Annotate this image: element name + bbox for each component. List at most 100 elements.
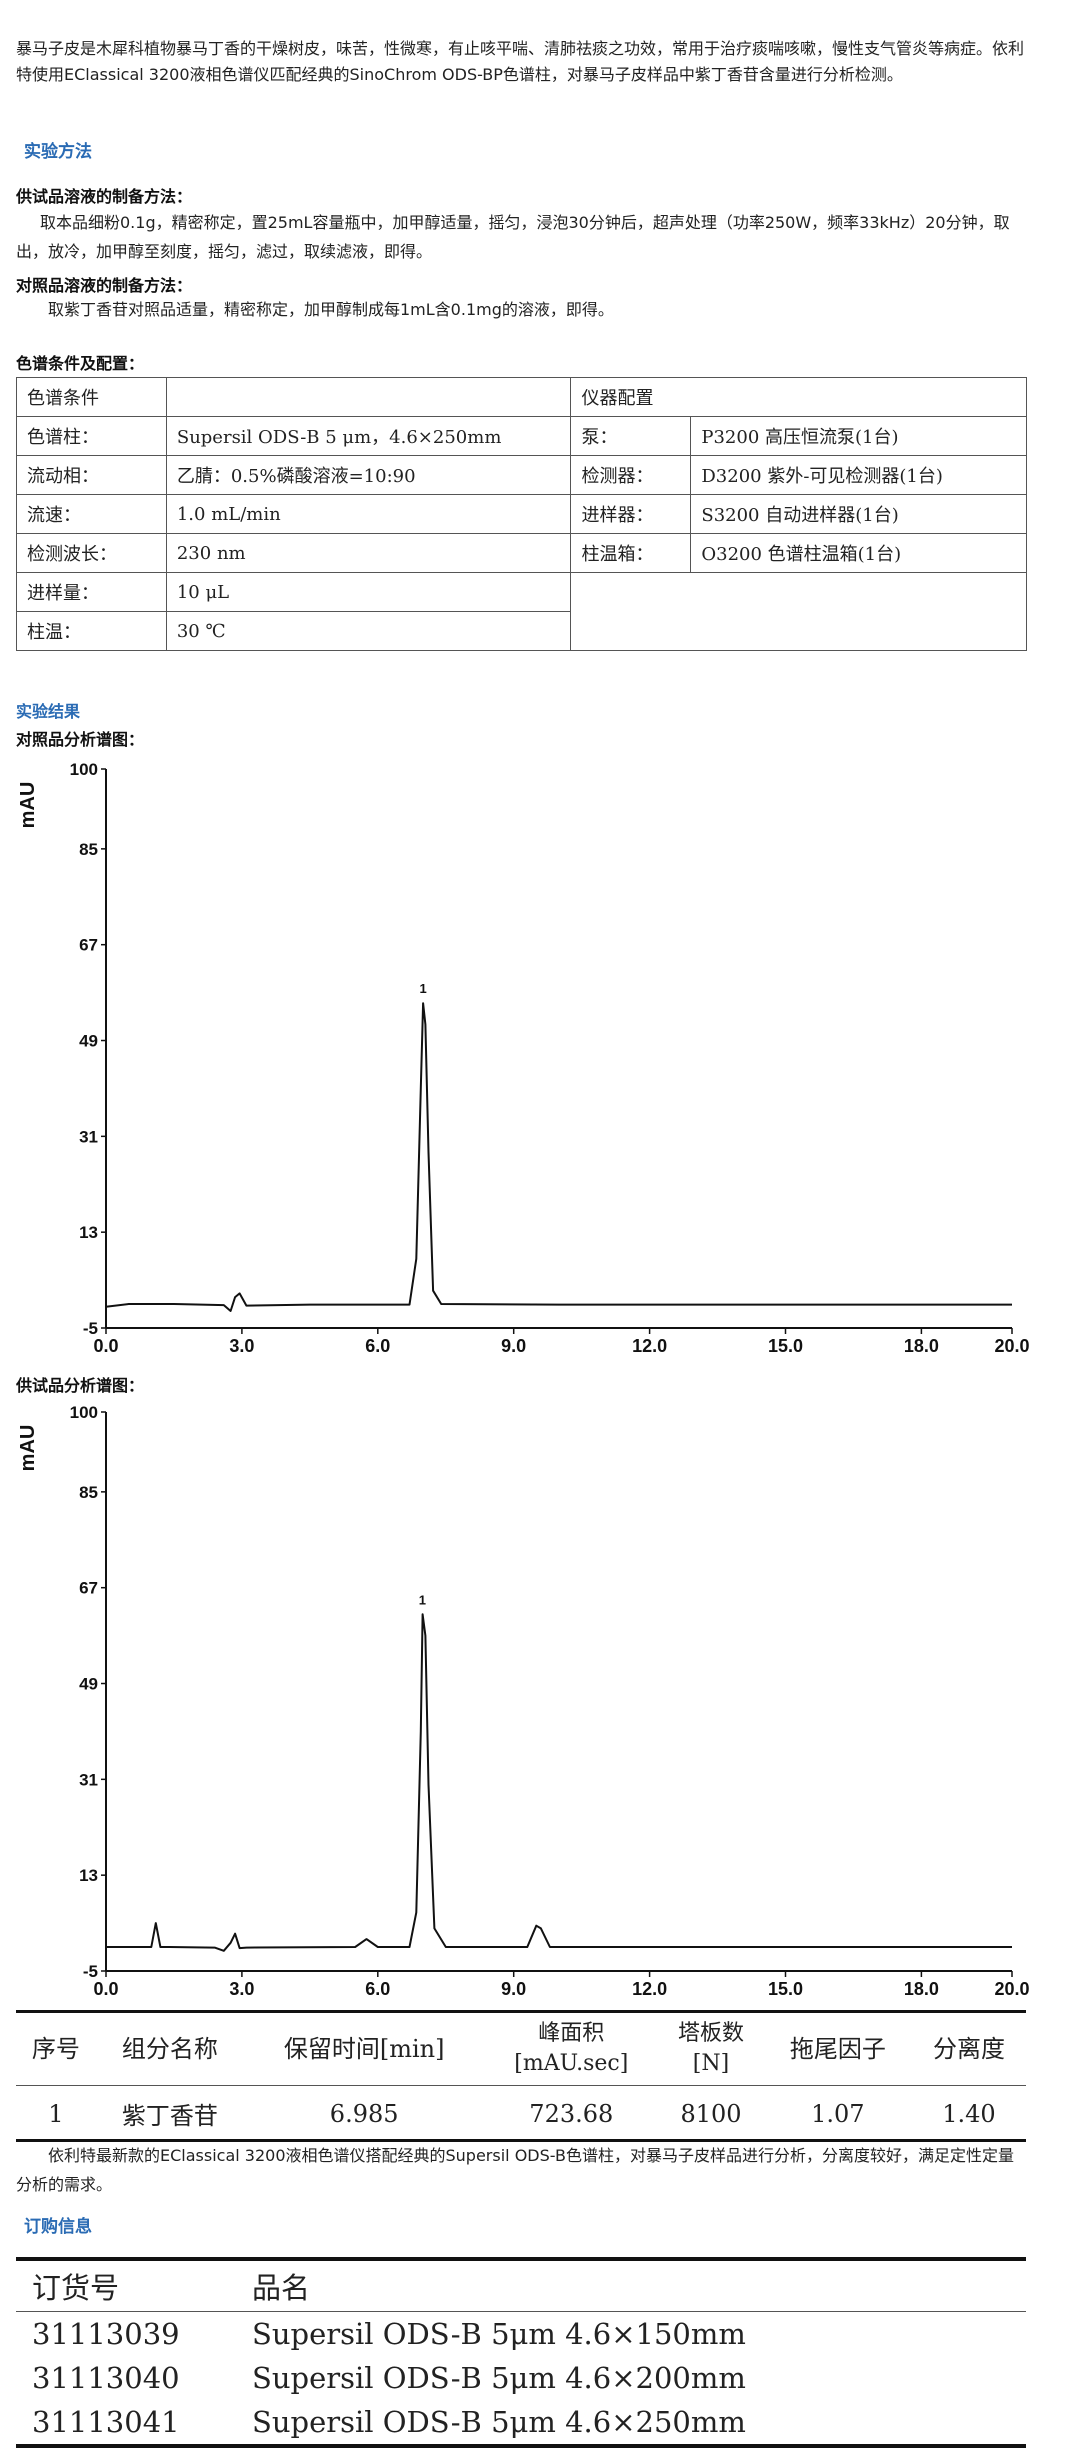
y-tick-label: 49	[79, 1675, 98, 1694]
cell	[570, 572, 1027, 651]
result-header-row: 序号 组分名称 保留时间[min] 峰面积 [mAU.sec] 塔板数 [N] 拖尾…	[16, 2010, 1026, 2086]
header-cell-line: 峰面积	[538, 2021, 605, 2046]
cell: 1.07	[763, 2085, 912, 2142]
y-tick-label: 13	[79, 1866, 98, 1885]
table-row: 柱温： 30 ℃	[16, 611, 1027, 651]
header-cell: 分离度	[911, 2010, 1026, 2086]
header-cell: 订货号	[16, 2257, 236, 2312]
ref-chart-label: 对照品分析谱图：	[16, 730, 145, 749]
axes: 100 85 67 49 31 13 -50.0 3.0 6.0 9.0 12.0 15.0 18.0 2…	[17, 760, 1030, 1356]
cell: Supersil ODS-B 5μm 4.6×200mm	[252, 2361, 746, 2395]
cell: 1.0 mL/min	[165, 494, 572, 534]
x-tick-label: 18.0	[904, 1336, 939, 1356]
cell: 流动相：	[16, 455, 167, 495]
header-cell-line: [mAU.sec]	[514, 2051, 629, 2076]
x-tick-label: 18.0	[904, 1979, 939, 1999]
table-row: 流动相： 乙腈：0.5%磷酸溶液=10:90 检测器： D3200 紫外-可见检…	[16, 455, 1027, 495]
ref-prep-label: 对照品溶液的制备方法：	[16, 276, 193, 295]
section-title-results: 实验结果	[16, 702, 81, 721]
conditions-header-row: 色谱条件 仪器配置	[16, 377, 1027, 417]
cell: 31113040	[32, 2361, 180, 2395]
cell: 30 ℃	[165, 611, 572, 651]
y-tick-label: 85	[79, 1483, 98, 1502]
table-row: 31113040 Supersil ODS-B 5μm 4.6×200mm	[16, 2356, 1026, 2400]
table-row: 检测波长： 230 nm 柱温箱： O3200 色谱柱温箱(1台)	[16, 533, 1027, 573]
x-tick-label: 20.0	[994, 1979, 1029, 1999]
cell: 仪器配置	[570, 377, 1027, 417]
header-cell-line: [N]	[692, 2051, 730, 2076]
y-tick-label: 13	[79, 1223, 98, 1242]
x-tick-label: 9.0	[501, 1979, 526, 1999]
x-tick-label: 15.0	[768, 1979, 803, 1999]
order-header-row: 订货号 品名	[16, 2257, 1026, 2312]
x-tick-label: 0.0	[93, 1979, 118, 1999]
cell: 色谱条件	[16, 377, 167, 417]
cell: 色谱柱：	[16, 416, 167, 456]
reference-chromatogram: 100 85 67 49 31 13 -50.0 3.0 6.0 9.0 12.0 15.0 18.0 2…	[17, 760, 1030, 1356]
x-tick-label: 3.0	[229, 1979, 254, 1999]
table-row: 1 紫丁香苷 6.985 723.68 8100 1.07 1.40	[16, 2085, 1026, 2142]
cell: 柱温箱：	[570, 533, 692, 573]
x-tick-label: 12.0	[632, 1979, 667, 1999]
header-cell: 塔板数 [N]	[658, 2010, 764, 2086]
cell: 723.68	[484, 2085, 659, 2142]
cell: 检测波长：	[16, 533, 167, 573]
header-cell: 序号	[16, 2010, 96, 2086]
y-tick-label: -5	[83, 1962, 98, 1981]
y-tick-label: 100	[70, 1403, 98, 1422]
conclusion-text: 依利特最新款的EClassical 3200液相色谱仪搭配经典的Supersil…	[16, 2146, 1014, 2194]
header-cell-line: 塔板数	[677, 2021, 744, 2046]
sample-prep-label: 供试品溶液的制备方法：	[16, 187, 193, 206]
cell: 柱温：	[16, 611, 167, 651]
cell: S3200 自动进样器(1台)	[690, 494, 1027, 534]
x-tick-label: 15.0	[768, 1336, 803, 1356]
y-tick-label: -5	[83, 1319, 98, 1338]
header-cell: 品名	[236, 2257, 1026, 2312]
cell	[165, 377, 572, 417]
cell: Supersil ODS-B 5 μm，4.6×250mm	[165, 416, 572, 456]
cell: O3200 色谱柱温箱(1台)	[690, 533, 1027, 573]
cell: 230 nm	[165, 533, 572, 573]
cell: P3200 高压恒流泵(1台)	[690, 416, 1027, 456]
series-line	[105, 1002, 1012, 1312]
sample-chart-label: 供试品分析谱图：	[16, 1376, 145, 1395]
cell: 1	[16, 2085, 96, 2142]
cell: 10 μL	[165, 572, 572, 612]
cell: 流速：	[16, 494, 167, 534]
cell: 乙腈：0.5%磷酸溶液=10:90	[165, 455, 572, 495]
cell: 泵：	[570, 416, 692, 456]
series-line	[106, 1613, 1012, 1952]
header-cell: 组分名称	[95, 2010, 244, 2086]
x-tick-label: 9.0	[501, 1336, 526, 1356]
conditions-label: 色谱条件及配置：	[16, 354, 145, 373]
result-table: 序号 组分名称 保留时间[min] 峰面积 [mAU.sec] 塔板数 [N] 拖尾…	[16, 2010, 1026, 2142]
x-tick-label: 3.0	[229, 1336, 254, 1356]
table-row: 流速： 1.0 mL/min 进样器： S3200 自动进样器(1台)	[16, 494, 1027, 534]
cell: 8100	[658, 2085, 764, 2142]
table-row: 31113039 Supersil ODS-B 5μm 4.6×150mm	[16, 2312, 1026, 2357]
x-tick-label: 12.0	[632, 1336, 667, 1356]
y-tick-label: 49	[79, 1032, 98, 1051]
y-tick-label: 67	[79, 1579, 98, 1598]
header-cell: 保留时间[min]	[244, 2010, 485, 2086]
x-tick-label: 6.0	[365, 1979, 390, 1999]
table-row: 色谱柱： Supersil ODS-B 5 μm，4.6×250mm 泵： P3…	[16, 416, 1027, 456]
header-cell: 峰面积 [mAU.sec]	[484, 2010, 659, 2086]
y-tick-label: 85	[79, 840, 98, 859]
x-tick-label: 0.0	[93, 1336, 118, 1356]
section-title-method: 实验方法	[24, 142, 92, 162]
cell: 进样器：	[570, 494, 692, 534]
cell: Supersil ODS-B 5μm 4.6×150mm	[252, 2317, 746, 2351]
cell: 6.985	[244, 2085, 485, 2142]
section-title-order: 订购信息	[24, 2217, 92, 2237]
cell: Supersil ODS-B 5μm 4.6×250mm	[236, 2400, 1026, 2448]
ref-prep-text: 取紫丁香苷对照品适量，精密称定，加甲醇制成每1mL含0.1mg的溶液，即得。	[48, 300, 614, 319]
x-tick-label: 6.0	[365, 1336, 390, 1356]
y-tick-label: 31	[79, 1770, 98, 1789]
order-table: 订货号 品名 31113039 Supersil ODS-B 5μm 4.6×1…	[16, 2257, 1026, 2448]
x-tick-label: 20.0	[994, 1336, 1029, 1356]
cell: 31113041	[16, 2400, 236, 2448]
cell: D3200 紫外-可见检测器(1台)	[690, 455, 1027, 495]
intro-paragraph: 暴马子皮是木犀科植物暴马丁香的干燥树皮，味苦，性微寒，有止咳平喘、清肺祛痰之功效…	[16, 39, 1025, 84]
cell: 进样量：	[16, 572, 167, 612]
